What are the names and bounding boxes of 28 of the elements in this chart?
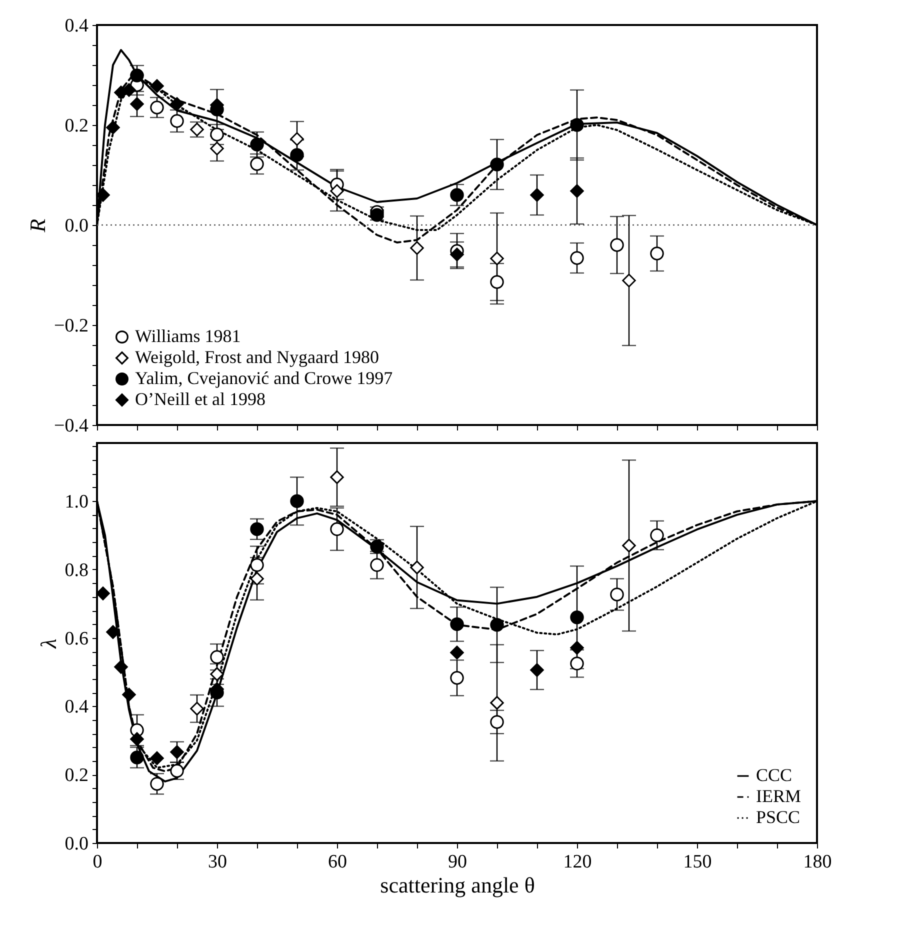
- y-tick-label: 0.2: [64, 116, 88, 136]
- y-axis-title: λ: [36, 638, 61, 650]
- x-tick-label: 0: [92, 852, 102, 872]
- y-tick-label: 0.2: [64, 765, 88, 786]
- y-axis-title: R: [25, 218, 50, 234]
- legend-label: IERM: [756, 786, 801, 806]
- x-tick-label: 30: [208, 852, 227, 872]
- y-tick-label: −0.4: [54, 416, 89, 436]
- y-tick-label: 0.0: [64, 834, 88, 854]
- y-tick-label: 0.4: [64, 16, 89, 36]
- y-tick-label: 0.8: [64, 560, 88, 581]
- legend-label: Weigold, Frost and Nygaard 1980: [135, 347, 380, 367]
- y-tick-label: 1.0: [64, 492, 88, 513]
- legend-label: CCC: [756, 765, 792, 785]
- legend-label: Yalim, Cvejanović and Crowe 1997: [135, 368, 393, 388]
- y-tick-label: −0.2: [54, 316, 88, 336]
- legend-label: O’Neill et al 1998: [135, 389, 266, 409]
- legend-label: Williams 1981: [135, 326, 241, 346]
- x-tick-label: 90: [448, 852, 467, 872]
- x-tick-label: 150: [683, 852, 712, 872]
- y-tick-label: 0.0: [64, 216, 88, 236]
- x-tick-label: 180: [803, 852, 832, 872]
- x-tick-label: 120: [563, 852, 592, 872]
- x-axis-title: scattering angle θ: [380, 872, 535, 898]
- y-tick-label: 0.4: [64, 696, 89, 718]
- y-tick-label: 0.6: [64, 628, 88, 650]
- legend-label: PSCC: [756, 807, 800, 827]
- x-tick-label: 60: [328, 852, 347, 872]
